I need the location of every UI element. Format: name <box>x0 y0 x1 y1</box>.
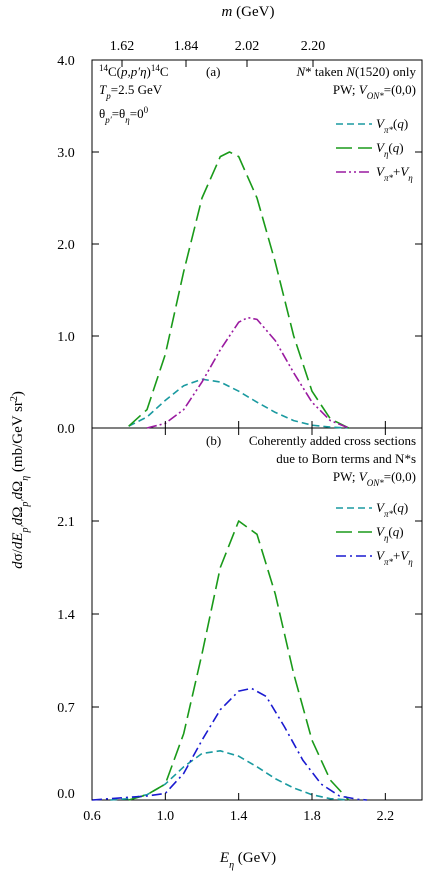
x-tick-label: 1.8 <box>303 809 321 824</box>
panel-a-angles: θp′=θη=00 <box>99 105 149 125</box>
panel-b-note1: Coherently added cross sections <box>249 433 416 448</box>
x-tick-label: 2.2 <box>377 809 395 824</box>
y-tick-label: 0.0 <box>57 787 75 802</box>
legend-label: Vη(q) <box>376 140 404 159</box>
legend-label: Vη(q) <box>376 524 404 543</box>
legend-a: Vπ*(q) Vη(q) Vπ*+Vη <box>336 116 413 183</box>
panel-a-note1: N* taken N(1520) only <box>295 64 416 79</box>
top-tick-label: 1.62 <box>110 39 135 54</box>
series-line-sum <box>146 316 349 429</box>
top-tick-label: 1.84 <box>174 39 199 54</box>
x-tick-label: 1.0 <box>157 809 175 824</box>
top-axis-label: m (GeV) <box>222 4 275 20</box>
y-tick-label: 0.0 <box>57 422 75 437</box>
legend-label: Vπ*(q) <box>376 500 408 519</box>
panel-b: 0.0 0.7 1.4 2.1 <box>57 515 422 802</box>
top-tick-label: 2.20 <box>301 39 326 54</box>
panel-a-reaction: 14C(p,p′η)14C <box>99 63 169 79</box>
panel-a: 0.0 1.0 2.0 3.0 4.0 <box>57 54 422 437</box>
series-line-vpi <box>128 378 349 429</box>
panel-a-tag: (a) <box>206 64 220 79</box>
series-line-veta <box>128 151 350 429</box>
panel-b-note3: PW; VON*=(0,0) <box>333 469 416 488</box>
legend-label: Vπ*+Vη <box>376 164 413 183</box>
y-tick-label: 1.4 <box>57 608 75 623</box>
y-tick-label: 2.1 <box>57 515 75 530</box>
top-axis-ticks: 1.62 1.84 2.02 2.20 <box>110 39 326 67</box>
top-tick-label: 2.02 <box>235 39 260 54</box>
panel-b-note2: due to Born terms and N*s <box>276 451 416 466</box>
series-line-sum <box>91 687 368 801</box>
legend-label: Vπ*+Vη <box>376 548 413 567</box>
x-axis-ticks: 0.6 1.0 1.4 1.8 2.2 <box>83 421 394 824</box>
y-tick-label: 4.0 <box>57 54 75 69</box>
y-axis-label: dσ/dEp′dΩp′dΩη (mb/GeV sr2) <box>9 391 31 569</box>
y-tick-label: 3.0 <box>57 146 75 161</box>
legend-label: Vπ*(q) <box>376 116 408 135</box>
panel-a-energy: Tp=2.5 GeV <box>99 82 163 101</box>
series-line-veta <box>128 520 350 801</box>
legend-b: Vπ*(q) Vη(q) Vπ*+Vη <box>336 500 413 567</box>
x-tick-label: 0.6 <box>83 809 101 824</box>
y-tick-label: 2.0 <box>57 238 75 253</box>
panel-a-note2: PW; VON*=(0,0) <box>333 82 416 101</box>
y-tick-label: 1.0 <box>57 330 75 345</box>
x-tick-label: 1.4 <box>230 809 248 824</box>
panel-b-tag: (b) <box>206 433 221 448</box>
series-line-vpi <box>110 749 349 801</box>
x-axis-label: Eη (GeV) <box>219 850 276 871</box>
y-tick-label: 0.7 <box>57 701 75 716</box>
